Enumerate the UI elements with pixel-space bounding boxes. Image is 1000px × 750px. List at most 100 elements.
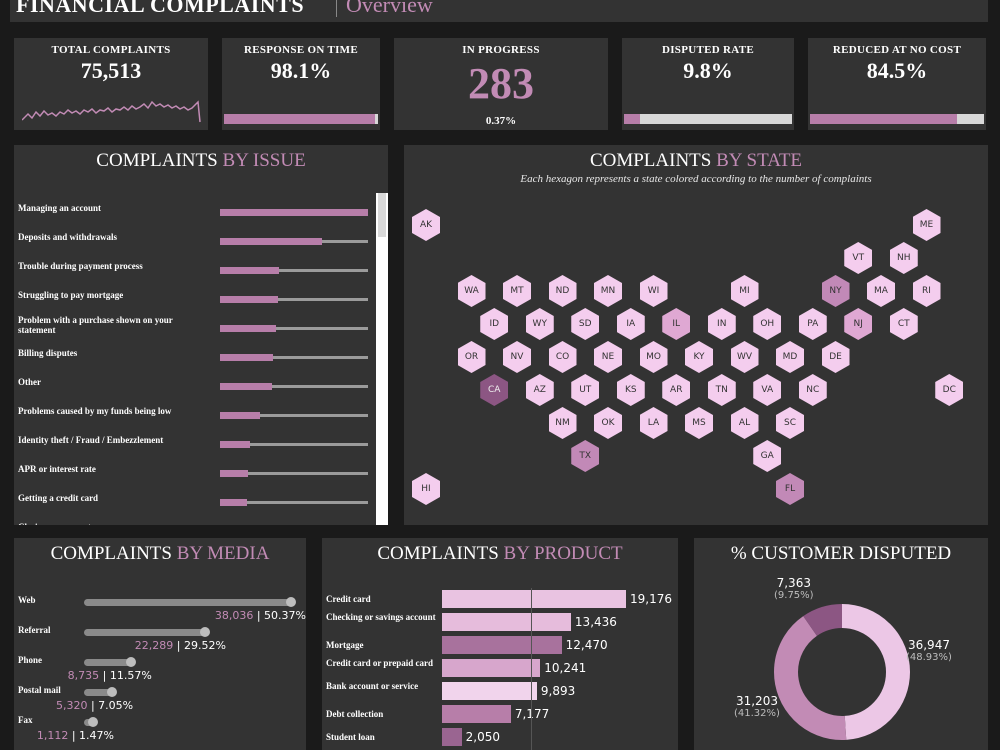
issue-label: Struggling to pay mortgage — [18, 290, 124, 300]
product-bar[interactable] — [442, 590, 626, 608]
product-label: Checking or savings account — [326, 612, 436, 622]
issue-row[interactable]: Other — [14, 377, 374, 401]
state-hex-az[interactable]: AZ — [525, 374, 554, 406]
state-hex-md[interactable]: MD — [776, 341, 804, 373]
issue-label: Problems caused by my funds being low — [18, 406, 172, 416]
kpi-total-complaints[interactable]: TOTAL COMPLAINTS 75,513 — [14, 38, 208, 130]
media-bar[interactable] — [84, 599, 292, 606]
issue-row[interactable]: Managing an account — [14, 203, 374, 227]
product-value: 19,176 — [630, 592, 672, 606]
issues-panel: COMPLAINTS BY ISSUE Managing an account D… — [14, 145, 388, 525]
state-hex-al[interactable]: AL — [730, 407, 759, 439]
state-hex-nd[interactable]: ND — [548, 275, 577, 307]
media-bar[interactable] — [84, 629, 206, 636]
state-hex-ma[interactable]: MA — [867, 275, 895, 307]
state-hex-ct[interactable]: CT — [889, 308, 918, 340]
kpi-disputed-rate[interactable]: DISPUTED RATE 9.8% — [622, 38, 794, 130]
issues-scrollbar-thumb[interactable] — [378, 193, 386, 237]
issues-scrollbar[interactable] — [376, 193, 388, 525]
state-hex-fl[interactable]: FL — [776, 473, 804, 505]
product-bar[interactable] — [442, 705, 511, 723]
issue-row[interactable]: Problem with a purchase shown on your st… — [14, 315, 374, 343]
state-hex-nv[interactable]: NV — [503, 341, 531, 373]
disputed-donut[interactable] — [774, 604, 910, 740]
state-hex-ks[interactable]: KS — [616, 374, 645, 406]
state-hex-vt[interactable]: VT — [844, 242, 873, 274]
product-value: 10,241 — [544, 661, 587, 675]
donut-medium-pct: (41.32%) — [734, 708, 780, 719]
state-hex-ga[interactable]: GA — [753, 440, 782, 472]
issue-row[interactable]: Closing an account — [14, 522, 374, 525]
state-hex-in[interactable]: IN — [707, 308, 736, 340]
issue-row[interactable]: Struggling to pay mortgage — [14, 290, 374, 314]
product-bar[interactable] — [442, 728, 462, 746]
state-hex-ok[interactable]: OK — [594, 407, 622, 439]
donut-slice-1[interactable] — [774, 604, 910, 740]
state-hex-nc[interactable]: NC — [798, 374, 827, 406]
media-count: 1,112 — [36, 729, 69, 742]
state-hex-ca[interactable]: CA — [480, 374, 509, 406]
state-hex-mi[interactable]: MI — [730, 275, 759, 307]
media-bar[interactable] — [84, 689, 114, 696]
issue-row[interactable]: Deposits and withdrawals — [14, 232, 374, 256]
media-title-accent: BY MEDIA — [176, 543, 270, 564]
state-hex-ky[interactable]: KY — [685, 341, 713, 373]
kpi-reduced-at-no-cost[interactable]: REDUCED AT NO COST 84.5% — [808, 38, 986, 130]
state-hex-mn[interactable]: MN — [594, 275, 622, 307]
state-hex-tn[interactable]: TN — [707, 374, 736, 406]
issue-row[interactable]: Trouble during payment process — [14, 261, 374, 285]
issue-row[interactable]: Problems caused by my funds being low — [14, 406, 374, 430]
state-hex-wy[interactable]: WY — [525, 308, 554, 340]
state-hex-de[interactable]: DE — [821, 341, 850, 373]
state-hex-mt[interactable]: MT — [503, 275, 531, 307]
issue-bar-track — [220, 296, 368, 303]
kpi-response-on-time[interactable]: RESPONSE ON TIME 98.1% — [222, 38, 380, 130]
state-hex-ar[interactable]: AR — [662, 374, 691, 406]
issue-row[interactable]: Getting a credit card — [14, 493, 374, 517]
state-hex-wa[interactable]: WA — [457, 275, 486, 307]
state-hex-wv[interactable]: WV — [730, 341, 759, 373]
state-hex-sd[interactable]: SD — [571, 308, 600, 340]
kpi-total-title: TOTAL COMPLAINTS — [51, 44, 171, 56]
state-hex-ne[interactable]: NE — [594, 341, 622, 373]
state-hex-hi[interactable]: HI — [412, 473, 440, 505]
state-hex-id[interactable]: ID — [480, 308, 509, 340]
state-hex-ak[interactable]: AK — [412, 209, 440, 241]
states-panel: COMPLAINTS BY STATE Each hexagon represe… — [404, 145, 988, 525]
product-label: Debt collection — [326, 709, 384, 719]
state-hex-dc[interactable]: DC — [935, 374, 964, 406]
state-hex-or[interactable]: OR — [457, 341, 486, 373]
issue-bar — [220, 383, 272, 390]
issue-row[interactable]: Identity theft / Fraud / Embezzlement — [14, 435, 374, 459]
state-hex-nj[interactable]: NJ — [844, 308, 873, 340]
issue-row[interactable]: Billing disputes — [14, 348, 374, 372]
state-hex-sc[interactable]: SC — [776, 407, 804, 439]
state-hex-me[interactable]: ME — [912, 209, 941, 241]
donut-slice-2[interactable] — [774, 604, 910, 740]
state-hex-co[interactable]: CO — [548, 341, 577, 373]
state-hex-oh[interactable]: OH — [753, 308, 782, 340]
issue-row[interactable]: APR or interest rate — [14, 464, 374, 488]
state-hex-tx[interactable]: TX — [571, 440, 600, 472]
state-hex-ri[interactable]: RI — [912, 275, 941, 307]
media-count: 5,320 — [55, 699, 88, 712]
product-bar[interactable] — [442, 636, 562, 654]
product-value: 12,470 — [565, 638, 608, 652]
state-hex-pa[interactable]: PA — [798, 308, 827, 340]
product-bar[interactable] — [442, 659, 541, 677]
state-hex-ny[interactable]: NY — [821, 275, 850, 307]
state-hex-ms[interactable]: MS — [685, 407, 713, 439]
state-hex-nh[interactable]: NH — [889, 242, 918, 274]
media-bar[interactable] — [84, 659, 132, 666]
product-bar[interactable] — [442, 613, 571, 631]
state-hex-ut[interactable]: UT — [571, 374, 600, 406]
state-hex-ia[interactable]: IA — [616, 308, 645, 340]
state-hex-nm[interactable]: NM — [548, 407, 577, 439]
state-hex-la[interactable]: LA — [639, 407, 668, 439]
state-hex-va[interactable]: VA — [753, 374, 782, 406]
product-bar[interactable] — [442, 682, 537, 700]
state-hex-wi[interactable]: WI — [639, 275, 668, 307]
state-hex-mo[interactable]: MO — [639, 341, 668, 373]
state-hex-il[interactable]: IL — [662, 308, 691, 340]
kpi-in-progress[interactable]: IN PROGRESS 283 0.37% — [394, 38, 608, 130]
